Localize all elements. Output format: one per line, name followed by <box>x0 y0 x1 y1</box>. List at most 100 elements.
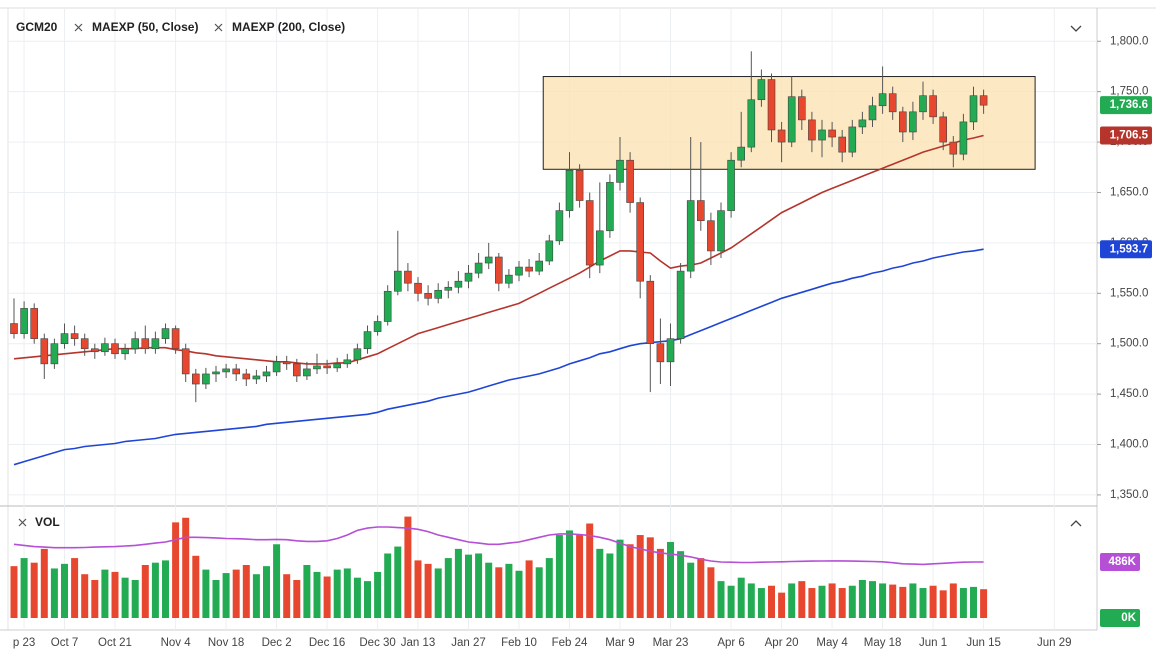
volume-title: VOL <box>35 515 60 529</box>
volume-bar <box>566 530 573 618</box>
candle-body <box>303 368 311 377</box>
volume-bar <box>364 581 371 618</box>
x-tick-label: Oct 7 <box>51 637 78 649</box>
volume-bar <box>343 568 351 618</box>
volume-bar <box>465 554 472 618</box>
x-tick-label: May 4 <box>816 637 848 649</box>
candle-body <box>535 260 544 272</box>
candle-body <box>555 210 564 242</box>
x-tick-label: Oct 21 <box>98 637 132 649</box>
volume-bar <box>515 570 523 618</box>
volume-bar <box>879 583 887 618</box>
volume-bar <box>293 579 301 618</box>
volume-bar <box>535 567 543 618</box>
volume-bar <box>485 562 493 618</box>
candle-body <box>171 328 180 350</box>
candle-body <box>80 338 89 350</box>
candle-body <box>585 200 594 266</box>
candle-body <box>797 96 806 121</box>
candle-body <box>979 95 988 106</box>
volume-bar <box>151 562 159 618</box>
collapse-icon[interactable] <box>1070 520 1082 527</box>
candle-body <box>565 169 574 211</box>
candle-body <box>111 343 119 355</box>
close-icon[interactable] <box>18 518 27 527</box>
volume-bar <box>273 544 281 618</box>
candle-body <box>828 129 836 138</box>
y-tick-label: 1,800.0 <box>1110 35 1148 47</box>
volume-bar <box>929 585 937 618</box>
candle-body <box>969 95 978 123</box>
candle-body <box>898 111 907 133</box>
volume-bar <box>656 548 664 618</box>
candle-body <box>696 200 705 222</box>
candle-body <box>878 93 887 107</box>
volume-bar <box>576 535 584 618</box>
volume-bar <box>162 560 169 618</box>
candle-body <box>757 79 766 101</box>
volume-bar <box>404 516 412 618</box>
candle-body <box>181 348 190 375</box>
y-tick-label: 1,350.0 <box>1110 489 1148 501</box>
volume-bar <box>71 558 79 618</box>
volume-bar <box>707 567 715 618</box>
volume-bar <box>353 577 361 618</box>
volume-bar <box>424 563 432 618</box>
candle-body <box>30 308 39 339</box>
candle-body <box>868 105 877 121</box>
volume-bar <box>61 563 68 618</box>
candle-body <box>50 343 59 365</box>
candle-body <box>909 111 917 133</box>
candle-body <box>939 116 948 143</box>
volume-bar <box>323 576 331 618</box>
volume-bar <box>858 579 866 618</box>
candle-body <box>353 348 362 361</box>
candle-body <box>606 182 614 232</box>
volume-bar <box>111 571 119 618</box>
candle-body <box>232 368 240 375</box>
volume-bar <box>10 566 18 618</box>
candle-body <box>222 368 230 373</box>
volume-bar <box>747 583 755 618</box>
volume-bar <box>697 558 705 618</box>
collapse-icon[interactable] <box>1070 25 1082 32</box>
volume-bar <box>818 585 826 618</box>
candle-body <box>323 365 331 369</box>
close-icon[interactable] <box>214 23 223 32</box>
candle-body <box>363 331 372 350</box>
volume-bar <box>737 577 745 618</box>
legend-entry: MAEXP (50, Close) <box>92 20 198 34</box>
volume-bar <box>303 565 311 618</box>
volume-bar <box>212 579 220 618</box>
candle-body <box>383 290 392 322</box>
candle-body <box>595 230 604 266</box>
volume-bar <box>444 558 452 618</box>
symbol: GCM20 <box>16 20 58 34</box>
candle-body <box>505 274 513 284</box>
volume-bar <box>545 558 553 618</box>
volume-bar <box>192 555 200 618</box>
legend-entry: MAEXP (200, Close) <box>232 20 345 34</box>
volume-bar <box>333 569 341 618</box>
volume-bar <box>616 539 624 618</box>
x-tick-label: p 23 <box>13 637 35 649</box>
candle-body <box>838 136 847 153</box>
volume-bar <box>768 585 775 618</box>
ma-line <box>13 248 984 466</box>
volume-bar <box>939 590 947 618</box>
candle-body <box>494 256 503 284</box>
volume-bar <box>222 573 230 618</box>
volume-bar <box>606 553 614 618</box>
volume-bar <box>30 562 38 618</box>
volume-bar <box>909 583 917 618</box>
candle-body <box>252 375 261 380</box>
volume-bar <box>20 558 28 618</box>
candle-body <box>393 270 402 292</box>
volume-bar <box>434 568 442 618</box>
x-tick-label: Dec 30 <box>359 637 395 649</box>
volume-bar <box>50 568 58 618</box>
close-icon[interactable] <box>74 23 83 32</box>
candle-body <box>525 266 533 272</box>
volume-bar <box>374 571 382 618</box>
